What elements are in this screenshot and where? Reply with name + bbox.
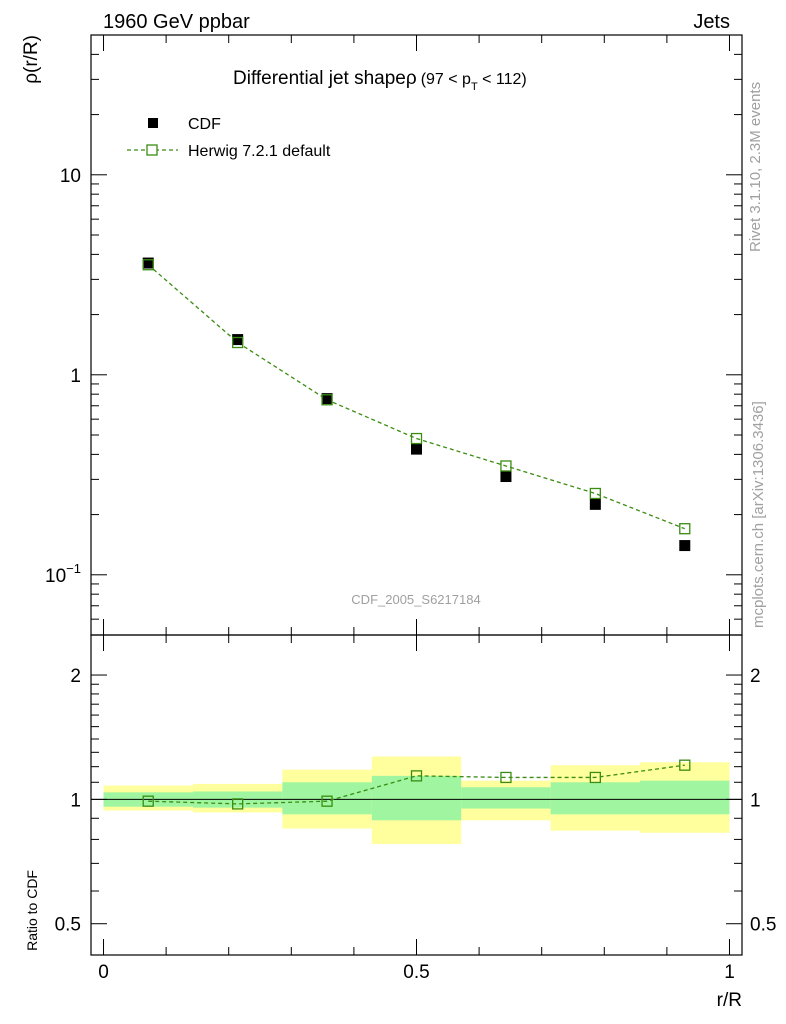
ratio-herwig-point — [321, 795, 333, 807]
main-title: Differential jet shapeρ (97 < pT < 112) — [233, 68, 527, 93]
band-inner-5 — [550, 782, 641, 815]
band-inner-4 — [461, 787, 551, 809]
ratio-ytick-label-right: 0.5 — [750, 915, 776, 936]
herwig-point — [410, 432, 423, 445]
plot-data — [91, 257, 742, 810]
ratio-herwig-point — [142, 795, 154, 807]
legend-marker-herwig — [146, 144, 158, 156]
herwig-point — [232, 336, 244, 349]
main-ylabel: ρ(r/R) — [21, 35, 42, 84]
herwig-point — [679, 523, 691, 535]
band-inner-3 — [371, 775, 462, 821]
band-inner-6 — [640, 780, 730, 815]
cdf-point — [589, 498, 601, 510]
ratio-xlabel: r/R — [717, 990, 742, 1011]
herwig-point — [500, 460, 512, 472]
ratio-herwig-point — [589, 771, 601, 784]
ratio-ytick-label-left: 2 — [70, 666, 81, 687]
ratio-xtick-label: 1 — [724, 962, 735, 983]
main-ytick-label: 10 — [60, 166, 81, 187]
ratio-bands — [103, 756, 730, 844]
legend: CDF Herwig 7.2.1 default — [127, 116, 331, 160]
herwig-point — [589, 487, 601, 500]
ratio-ytick-label-right: 1 — [750, 790, 761, 811]
header-right: Jets — [693, 11, 730, 33]
ratio-herwig-line — [148, 764, 685, 805]
ratio-herwig-point — [232, 798, 244, 810]
ratio-ytick-label-right: 2 — [750, 666, 761, 687]
band-inner-2 — [282, 782, 372, 815]
herwig-point — [142, 259, 154, 271]
ratio-ylabel: Ratio to CDF — [24, 870, 40, 951]
cdf-point — [500, 471, 512, 483]
ratio-herwig-point — [679, 759, 691, 771]
cdf-point — [321, 393, 333, 405]
cdf-point — [411, 443, 422, 455]
ratio-herwig-point — [410, 770, 423, 782]
ratio-xtick-label: 0.5 — [403, 962, 429, 983]
ratio-ytick-label-left: 0.5 — [55, 915, 81, 936]
ratio-xtick-label: 0 — [98, 962, 109, 983]
mcplots-label: mcplots.cern.ch [arXiv:1306.3436] — [750, 401, 767, 628]
herwig-line — [147, 264, 686, 530]
main-ytick-label: 10−1 — [45, 561, 81, 587]
legend-label-herwig: Herwig 7.2.1 default — [188, 143, 331, 160]
rivet-label: Rivet 3.1.10, 2.3M events — [747, 82, 764, 252]
cdf-point — [142, 257, 154, 269]
main-ytick-label: 1 — [70, 366, 81, 387]
ratio-ytick-label-left: 1 — [70, 790, 81, 811]
watermark: CDF_2005_S6217184 — [351, 592, 480, 607]
legend-label-cdf: CDF — [188, 116, 221, 133]
cdf-point — [232, 334, 244, 346]
header-left: 1960 GeV ppbar — [103, 11, 250, 33]
herwig-point — [321, 394, 333, 406]
legend-marker-cdf — [148, 118, 158, 128]
cdf-point — [679, 540, 691, 552]
ratio-herwig-point — [500, 771, 512, 784]
